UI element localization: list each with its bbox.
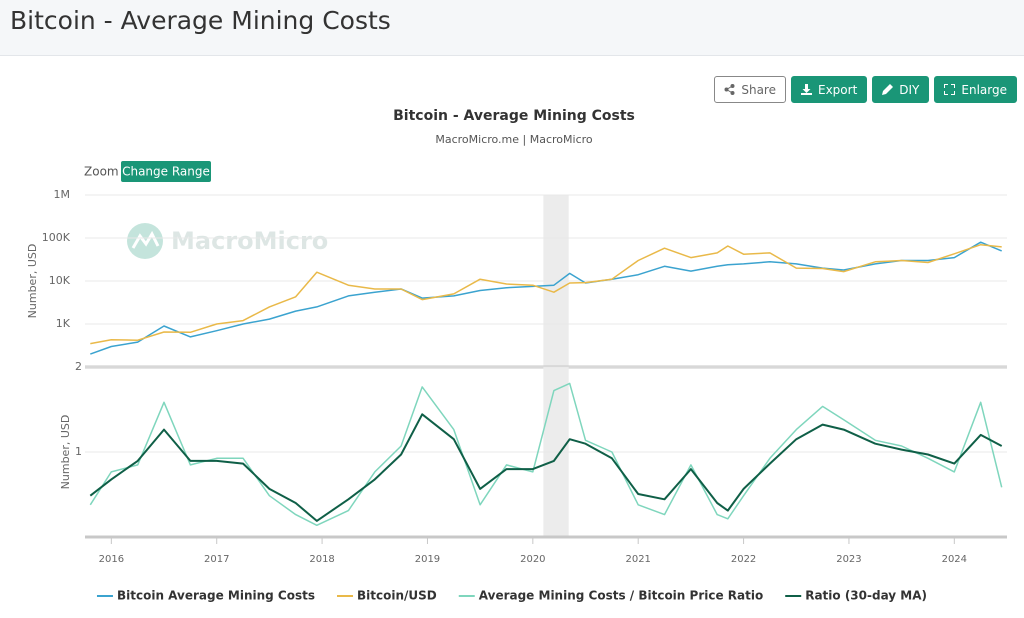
legend-label: Ratio (30-day MA)	[805, 589, 927, 603]
y-tick-label: 1	[75, 445, 82, 458]
legend-label: Average Mining Costs / Bitcoin Price Rat…	[479, 589, 763, 603]
y-tick-label: 100K	[42, 231, 71, 244]
button-label: Share	[741, 82, 776, 97]
x-tick-label: 2022	[731, 554, 756, 565]
button-label: Enlarge	[961, 82, 1007, 97]
y-tick-label: 1K	[56, 317, 71, 330]
zoom-label: Zoom	[84, 165, 119, 179]
series-line	[89, 413, 1003, 522]
watermark-logo	[127, 223, 163, 259]
share-icon	[724, 84, 735, 95]
chart-title: Bitcoin - Average Mining Costs	[393, 108, 635, 124]
x-tick-label: 2021	[625, 554, 650, 565]
x-tick-label: 2018	[309, 554, 334, 565]
x-tick-label: 2016	[99, 554, 124, 565]
x-tick-label: 2017	[204, 554, 229, 565]
page-title: Bitcoin - Average Mining Costs	[10, 6, 391, 35]
y-axis-label: Number, USD	[59, 415, 72, 490]
x-tick-label: 2019	[415, 554, 440, 565]
y-tick-label: 2	[75, 360, 82, 373]
watermark-text: MacroMicro	[171, 227, 328, 255]
toolbar: Share Export DIY Enlarge	[714, 76, 1017, 103]
watermark: MacroMicro	[127, 223, 328, 259]
button-label: DIY	[899, 82, 920, 97]
x-tick-label: 2024	[942, 554, 967, 565]
legend: Bitcoin Average Mining Costs Bitcoin/USD A…	[96, 589, 927, 603]
export-icon	[801, 84, 812, 95]
change-range-label[interactable]: Change Range	[122, 165, 210, 179]
y-tick-label: 1M	[54, 188, 71, 201]
series-line	[90, 243, 1002, 345]
share-button[interactable]: Share	[714, 76, 786, 103]
legend-label: Bitcoin/USD	[357, 589, 437, 603]
y-axis-label: Number, USD	[26, 244, 39, 319]
series-line	[89, 382, 1003, 527]
y-tick-label: 10K	[49, 274, 71, 287]
chart-subtitle: MacroMicro.me | MacroMicro	[435, 133, 593, 146]
legend-label: Bitcoin Average Mining Costs	[117, 589, 315, 603]
x-tick-label: 2020	[520, 554, 545, 565]
diy-icon	[882, 84, 894, 95]
header: Bitcoin - Average Mining Costs	[0, 0, 1024, 56]
export-button[interactable]: Export	[791, 76, 868, 103]
button-label: Export	[818, 82, 858, 97]
series-line	[90, 241, 1002, 355]
diy-button[interactable]: DIY	[872, 76, 930, 103]
enlarge-button[interactable]: Enlarge	[934, 76, 1017, 103]
change-range-button[interactable]	[121, 161, 211, 182]
x-tick-label: 2023	[836, 554, 861, 565]
